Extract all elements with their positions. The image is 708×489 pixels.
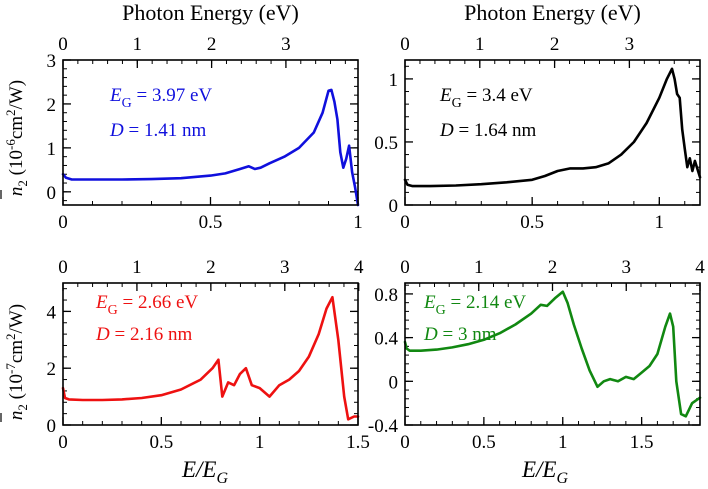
y-tick-label: -0.4 xyxy=(368,416,399,437)
plot-frame xyxy=(404,282,701,426)
y-tick-label: 4 xyxy=(47,302,57,323)
y-tick-label: 1 xyxy=(389,70,399,91)
top-axis-title: Photon Energy (eV) xyxy=(464,0,641,25)
y-tick-label: 0 xyxy=(389,196,399,217)
x-axis-label-left-main: E/E xyxy=(181,457,217,482)
annotation-diameter: D = 2.16 nm xyxy=(95,324,192,345)
plot-frame xyxy=(404,59,701,206)
x-tick-label: 1 xyxy=(255,432,265,453)
y-tick-label: 2 xyxy=(47,359,57,380)
y-axis-label-bottom-text: n2 (10-7cm2/W) xyxy=(3,304,30,420)
top-tick-label: 2 xyxy=(206,257,216,278)
x-tick-label: 0 xyxy=(58,432,68,453)
top-tick-label: 2 xyxy=(550,34,560,55)
annotation-bandgap: EG = 3.97 eV xyxy=(109,85,212,111)
annotation-diameter: D = 1.64 nm xyxy=(439,120,536,141)
x-tick-label: 1.5 xyxy=(630,432,654,453)
x-axis-label-right: E/EG xyxy=(521,457,569,487)
x-tick-label: 0 xyxy=(400,432,410,453)
y-tick-label: 0.4 xyxy=(374,329,398,350)
y-axis-label-top: n2 (10-6cm2/W) xyxy=(3,80,30,196)
top-tick-label: 1 xyxy=(133,34,143,55)
x-tick-label: 1 xyxy=(655,212,665,233)
x-axis-label-left: E/EG xyxy=(181,457,229,487)
top-axis-title: Photon Energy (eV) xyxy=(122,0,299,25)
x-axis-label-right-main: E/E xyxy=(521,457,557,482)
top-tick-label: 0 xyxy=(58,257,68,278)
y-axis-label-top-text: n2 (10-6cm2/W) xyxy=(3,80,30,196)
y-tick-label: 0.5 xyxy=(374,133,398,154)
top-tick-label: 1 xyxy=(474,257,484,278)
annotation-bandgap: EG = 2.66 eV xyxy=(95,292,198,318)
top-tick-label: 3 xyxy=(622,257,632,278)
series-line xyxy=(403,67,702,188)
y-tick-label: 3 xyxy=(47,51,57,72)
x-tick-label: 0 xyxy=(58,212,68,233)
series-line xyxy=(61,295,360,421)
annotation-bandgap: EG = 2.14 eV xyxy=(423,292,526,318)
x-tick-label: 1.5 xyxy=(346,432,370,453)
annotation-diameter: D = 3 nm xyxy=(423,324,497,345)
y-tick-label: 0 xyxy=(47,416,57,437)
y-tick-label: 0.8 xyxy=(374,285,398,306)
x-tick-label: 1 xyxy=(353,212,363,233)
y-tick-label: 0 xyxy=(389,372,399,393)
top-tick-label: 2 xyxy=(207,34,217,55)
top-tick-label: 4 xyxy=(354,257,364,278)
top-tick-label: 3 xyxy=(625,34,635,55)
x-axis-label-left-sub: G xyxy=(216,470,228,487)
panel-bottom-right: 0 0.5 1 1.50 1 2 3 4-0.400.40.8 EG = 2.14 eVD = … xyxy=(368,257,705,453)
top-tick-label: 3 xyxy=(280,257,290,278)
annotation-bandgap: EG = 3.4 eV xyxy=(439,85,533,111)
panel-bottom-left: 0 0.5 1 1.5 0 1 2 3 4 0 2 4 EG = 2.66 eV D = 2.16 nm xyxy=(47,257,370,453)
top-tick-label: 0 xyxy=(400,257,410,278)
y-tick-label: 2 xyxy=(47,95,57,116)
x-tick-label: 1 xyxy=(558,432,568,453)
top-tick-label: 0 xyxy=(400,34,410,55)
x-axis-label-right-sub: G xyxy=(556,470,568,487)
y-tick-label: 1 xyxy=(47,139,57,160)
x-tick-label: 0.5 xyxy=(472,432,496,453)
y-tick-label: 0 xyxy=(47,183,57,204)
x-tick-label: 0 xyxy=(400,212,410,233)
top-tick-label: 2 xyxy=(548,257,558,278)
series-line xyxy=(403,290,702,418)
plot-frame xyxy=(62,282,359,426)
y-axis-label-bottom: n2 (10-7cm2/W) xyxy=(3,304,30,420)
series-line xyxy=(61,88,360,207)
x-tick-label: 0.5 xyxy=(149,432,173,453)
top-tick-label: 1 xyxy=(475,34,485,55)
top-tick-label: 4 xyxy=(695,257,705,278)
plot-frame xyxy=(62,59,359,206)
top-tick-label: 3 xyxy=(281,34,291,55)
x-tick-label: 0.5 xyxy=(520,212,544,233)
annotation-diameter: D = 1.41 nm xyxy=(109,120,206,141)
top-tick-label: 0 xyxy=(58,34,68,55)
top-tick-label: 1 xyxy=(132,257,142,278)
x-tick-label: 0.5 xyxy=(199,212,223,233)
